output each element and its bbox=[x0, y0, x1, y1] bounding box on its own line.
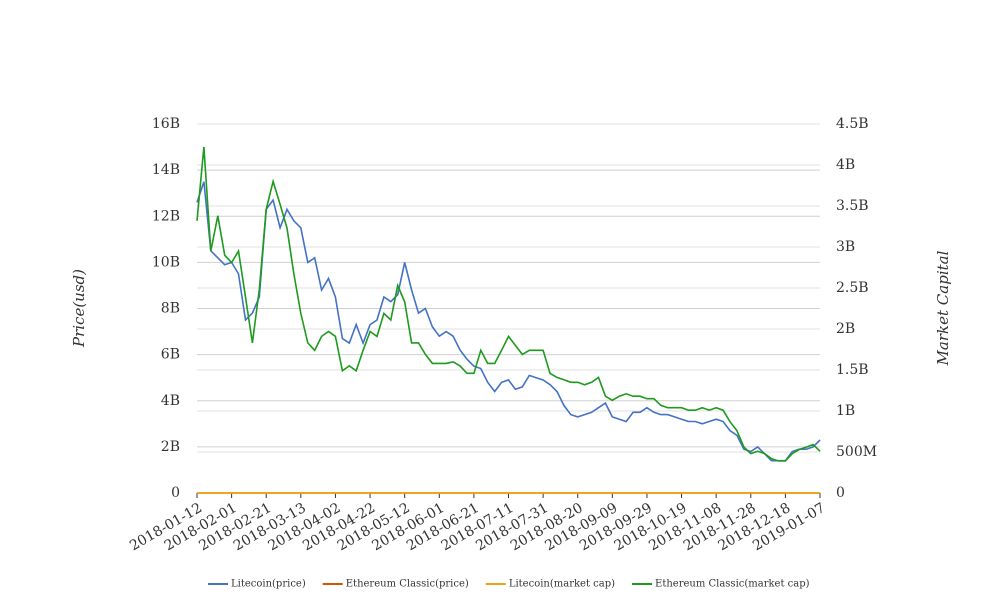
y-tick-label: 16B bbox=[152, 116, 180, 132]
series-line bbox=[196, 146, 821, 462]
y-tick-label: 8B bbox=[161, 301, 180, 317]
legend-label: Litecoin(price) bbox=[231, 579, 306, 590]
y2-tick-label: 0 bbox=[836, 485, 845, 501]
y-tick-label: 14B bbox=[152, 162, 180, 178]
y2-tick-label: 1B bbox=[836, 403, 855, 419]
legend-label: Litecoin(market cap) bbox=[509, 579, 615, 590]
y2-tick-label: 2.5B bbox=[836, 280, 869, 296]
y2-tick-label: 1.5B bbox=[836, 362, 869, 378]
y-tick-label: 2B bbox=[161, 439, 180, 455]
legend-label: Ethereum Classic(market cap) bbox=[655, 579, 810, 590]
y-tick-label: 4B bbox=[161, 393, 180, 409]
y2-axis-title: Market Capital bbox=[934, 250, 952, 366]
legend-label: Ethereum Classic(price) bbox=[346, 579, 469, 590]
y2-tick-label: 4B bbox=[836, 157, 855, 173]
series-line bbox=[196, 181, 821, 462]
y-axis-title: Price(usd) bbox=[70, 269, 88, 348]
y2-tick-label: 4.5B bbox=[836, 116, 869, 132]
y-tick-label: 6B bbox=[161, 347, 180, 363]
y-tick-label: 12B bbox=[152, 208, 180, 224]
y2-tick-label: 3.5B bbox=[836, 198, 869, 214]
y2-tick-label: 2B bbox=[836, 321, 855, 337]
y-tick-label: 0 bbox=[171, 485, 180, 501]
y2-tick-label: 500M bbox=[836, 444, 877, 460]
y-tick-label: 10B bbox=[152, 254, 180, 270]
y2-tick-label: 3B bbox=[836, 239, 855, 255]
